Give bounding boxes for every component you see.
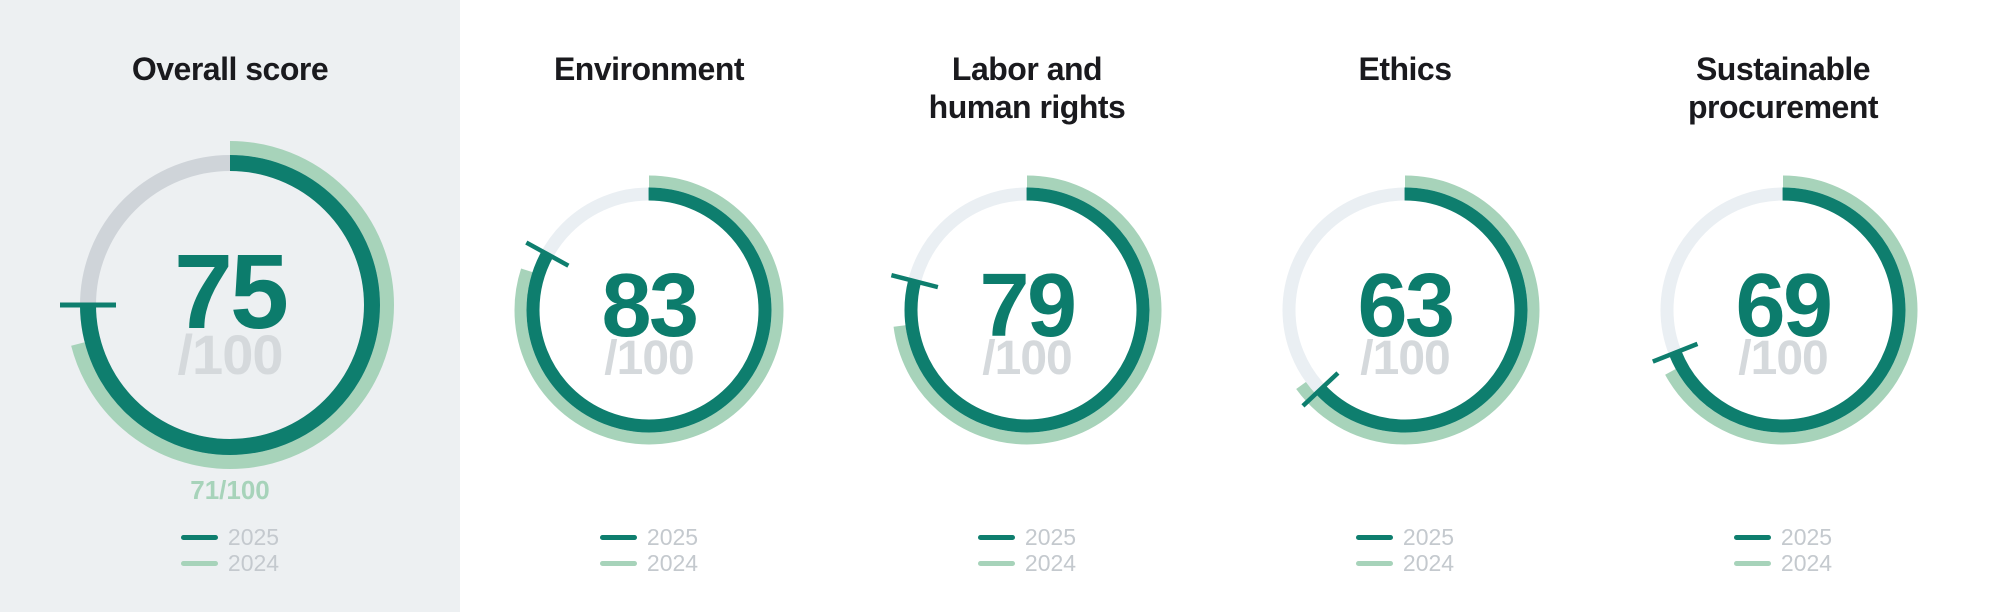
legend: 2025 2024 (1216, 524, 1594, 576)
score-readout: 83 /100 (499, 261, 799, 383)
score-readout: 69 /100 (1633, 261, 1933, 383)
legend-swatch-2024 (1733, 560, 1771, 566)
arc-2024 (1270, 175, 1540, 445)
gauge-title: Overall score (0, 50, 460, 88)
panel-overall-score: Overall score 75 /100 71/100 2025 2024 (0, 0, 460, 612)
legend-row-2024: 2024 (977, 550, 1077, 576)
panel-environment: Environment 83 /100 2025 2024 (460, 0, 838, 612)
previous-year-score: 71/100 (190, 475, 270, 505)
score-denominator: /100 (177, 323, 284, 386)
gauge-title: Ethics (1216, 50, 1594, 88)
labor-human-rights-gauge: 79 /100 (877, 160, 1177, 460)
score-tick-marker (525, 240, 570, 268)
panel-ethics: Ethics 63 /100 2025 2024 (1216, 0, 1594, 612)
legend-swatch-2024 (180, 560, 218, 566)
legend-swatch-2025 (180, 534, 218, 540)
legend-label-2025: 2025 (1780, 524, 1833, 550)
gauge-title: Sustainable procurement (1594, 50, 1972, 126)
gauge-title-text: Overall score (131, 51, 329, 87)
gauge-svg (1270, 175, 1540, 445)
arc-2025 (1660, 187, 1906, 433)
legend-row-2024: 2024 (180, 550, 280, 576)
score-readout: 79 /100 (877, 261, 1177, 383)
gauge-rings (1633, 160, 1933, 460)
legend: 2025 2024 (0, 524, 460, 576)
legend-label-2024: 2024 (1402, 550, 1455, 576)
legend-swatch-2025 (599, 534, 637, 540)
gauge-rings (877, 160, 1177, 460)
score-denominator: /100 (982, 332, 1072, 385)
legend-swatch-2024 (599, 560, 637, 566)
score-tick-marker (1652, 341, 1699, 364)
environment-gauge: 83 /100 (499, 160, 799, 460)
arc-2025 (1282, 187, 1528, 433)
legend-label-2025: 2025 (1402, 524, 1455, 550)
legend-label-2024: 2024 (646, 550, 699, 576)
legend: 2025 2024 (838, 524, 1216, 576)
gauge-svg (1648, 175, 1918, 445)
legend-swatch-2025 (1733, 534, 1771, 540)
score-value: 63 (1357, 256, 1455, 356)
gauge-svg (514, 175, 784, 445)
legend-label-2024: 2024 (227, 550, 280, 576)
sustainable-procurement-gauge: 69 /100 (1633, 160, 1933, 460)
score-denominator: /100 (604, 332, 694, 385)
score-readout: 63 /100 (1255, 261, 1555, 383)
score-denominator: /100 (1360, 332, 1450, 385)
legend-row-2025: 2025 (977, 524, 1077, 550)
legend-row-2024: 2024 (1733, 550, 1833, 576)
legend-row-2025: 2025 (1733, 524, 1833, 550)
gauge-title-text: Ethics (1358, 51, 1452, 87)
arc-2025 (526, 187, 772, 433)
legend-row-2025: 2025 (599, 524, 699, 550)
score-value: 69 (1735, 256, 1833, 356)
gauge-title: Labor and human rights (838, 50, 1216, 126)
legend-row-2024: 2024 (599, 550, 699, 576)
score-value: 75 (174, 233, 289, 351)
legend-label-2024: 2024 (1024, 550, 1077, 576)
arc-2024 (1648, 175, 1918, 445)
gauge-rings (1255, 160, 1555, 460)
legend: 2025 2024 (460, 524, 838, 576)
score-value: 83 (601, 256, 699, 356)
arc-2025 (904, 187, 1150, 433)
legend-swatch-2024 (1355, 560, 1393, 566)
gauge-title: Environment (460, 50, 838, 88)
legend: 2025 2024 (1594, 524, 1972, 576)
gauge-svg (890, 175, 1162, 445)
gauge-title-text: Labor and human rights (928, 51, 1126, 125)
gauge-svg (60, 141, 394, 469)
legend-label-2025: 2025 (646, 524, 699, 550)
arc-2024 (514, 175, 784, 445)
ethics-gauge: 63 /100 (1255, 160, 1555, 460)
legend-label-2025: 2025 (1024, 524, 1077, 550)
legend-row-2025: 2025 (1355, 524, 1455, 550)
legend-row-2024: 2024 (1355, 550, 1455, 576)
arc-2024 (892, 175, 1162, 445)
legend-swatch-2025 (1355, 534, 1393, 540)
legend-label-2024: 2024 (1780, 550, 1833, 576)
score-denominator: /100 (1738, 332, 1828, 385)
legend-label-2025: 2025 (227, 524, 280, 550)
score-tick-marker (890, 273, 939, 290)
right-margin-spacer (1972, 0, 2000, 612)
overall-score-gauge: 75 /100 (55, 130, 405, 480)
gauge-title-text: Environment (553, 51, 745, 87)
score-readout: 75 /100 (55, 239, 405, 383)
arc-2024 (66, 141, 394, 469)
legend-swatch-2025 (977, 534, 1015, 540)
legend-row-2025: 2025 (180, 524, 280, 550)
panel-sustainable-procurement: Sustainable procurement 69 /100 2025 202… (1594, 0, 1972, 612)
gauge-rings (55, 130, 405, 480)
gauge-rings (499, 160, 799, 460)
score-tick-marker (1301, 371, 1340, 408)
legend-swatch-2024 (977, 560, 1015, 566)
panel-labor-and-human-rights: Labor and human rights 79 /100 2025 2024 (838, 0, 1216, 612)
gauge-title-text: Sustainable procurement (1687, 51, 1879, 125)
score-value: 79 (979, 256, 1077, 356)
